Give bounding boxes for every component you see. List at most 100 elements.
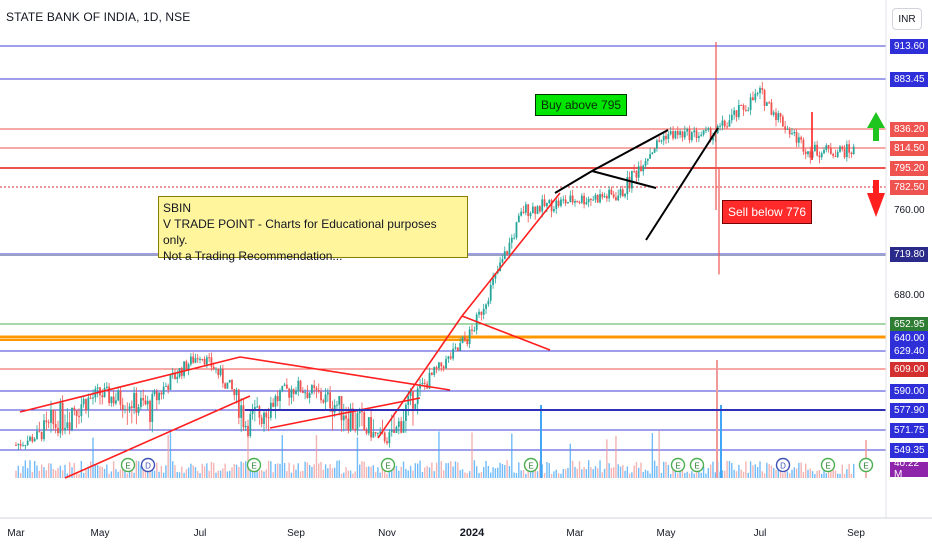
volume-bar xyxy=(258,470,261,478)
volume-bar xyxy=(233,464,235,478)
volume-bar xyxy=(50,463,52,478)
volume-bar xyxy=(442,470,445,478)
candle-body xyxy=(320,391,322,401)
volume-bar xyxy=(140,465,142,478)
volume-bar xyxy=(274,464,277,478)
candle-body xyxy=(92,397,94,399)
candle-body xyxy=(423,382,426,384)
candle-body xyxy=(295,391,297,394)
candle-body xyxy=(395,427,398,433)
candle-body xyxy=(440,362,443,367)
candle-body xyxy=(210,357,213,367)
event-marker xyxy=(380,457,396,473)
candle-body xyxy=(557,200,560,206)
volume-bar xyxy=(374,472,377,478)
event-marker-label: E xyxy=(694,462,699,471)
candle-body xyxy=(112,396,115,404)
candle-body xyxy=(290,389,293,398)
candle-body xyxy=(624,193,626,197)
volume-bar xyxy=(667,464,670,478)
candle-body xyxy=(190,356,192,365)
candle-body xyxy=(75,409,78,416)
volume-bar xyxy=(82,472,85,478)
candle-body xyxy=(347,418,350,431)
candle-body xyxy=(251,409,254,414)
time-axis-label: Mar xyxy=(566,528,584,539)
volume-bar xyxy=(677,473,679,478)
volume-bar xyxy=(784,471,786,478)
candle-body xyxy=(285,384,288,389)
candle-body xyxy=(430,372,433,375)
volume-bar xyxy=(672,464,674,478)
candle-body xyxy=(40,431,43,440)
volume-bar xyxy=(578,461,581,478)
price-axis-label: 577.90 xyxy=(890,402,928,418)
volume-bar xyxy=(601,472,603,478)
volume-bar xyxy=(414,463,417,478)
candle-body xyxy=(489,284,492,301)
event-marker xyxy=(775,457,791,473)
candle-body xyxy=(235,389,238,396)
candle-body xyxy=(96,387,99,389)
candle-body xyxy=(105,386,108,388)
volume-bar xyxy=(52,468,55,478)
volume-bar xyxy=(343,472,345,478)
candle-body xyxy=(151,394,154,422)
candle-body xyxy=(322,400,325,403)
volume-bar xyxy=(356,437,359,478)
candle-body xyxy=(276,396,279,402)
candle-body xyxy=(45,420,48,423)
candle-body xyxy=(705,129,707,131)
candle-body xyxy=(338,396,341,405)
volume-bar xyxy=(381,462,384,478)
volume-bar xyxy=(724,470,726,478)
volume-bar xyxy=(506,460,508,478)
candle-body xyxy=(416,388,419,404)
candle-body xyxy=(707,128,710,130)
volume-bar xyxy=(464,472,466,478)
volume-bar xyxy=(31,471,34,478)
candle-body xyxy=(543,199,546,207)
volume-bar xyxy=(311,466,313,478)
candle-body xyxy=(809,151,812,158)
candle-body xyxy=(110,396,113,404)
currency-button[interactable]: INR xyxy=(892,8,922,30)
trend-line xyxy=(461,192,561,317)
volume-bar xyxy=(527,466,529,478)
volume-bar xyxy=(567,467,569,478)
candle-body xyxy=(231,379,233,390)
candle-body xyxy=(400,421,403,433)
candle-body xyxy=(374,432,377,434)
volume-bar xyxy=(338,460,340,478)
candle-body xyxy=(690,132,693,141)
volume-bar xyxy=(288,462,290,478)
volume-bar xyxy=(759,461,761,478)
candle-body xyxy=(832,153,835,156)
candle-body xyxy=(788,128,791,135)
candle-body xyxy=(524,204,527,213)
volume-bar xyxy=(115,469,117,478)
candle-body xyxy=(779,113,782,117)
volume-bar xyxy=(809,468,811,478)
volume-bar xyxy=(731,463,733,478)
candle-body xyxy=(87,397,90,411)
candle-body xyxy=(513,237,516,239)
candle-body xyxy=(59,402,62,434)
candle-body xyxy=(64,428,66,431)
volume-bar xyxy=(137,461,140,478)
candle-body xyxy=(562,199,565,201)
volume-bar xyxy=(245,461,247,478)
volume-bar xyxy=(15,470,17,478)
volume-bar xyxy=(700,472,702,478)
volume-bar xyxy=(71,467,73,478)
candle-body xyxy=(473,330,476,332)
candle-body xyxy=(827,145,830,149)
candle-body xyxy=(43,420,45,440)
volume-bar xyxy=(684,472,686,478)
candle-body xyxy=(203,358,206,365)
volume-bar xyxy=(29,460,31,478)
volume-bar xyxy=(749,461,752,478)
candle-body xyxy=(508,242,511,255)
candle-body xyxy=(548,200,551,204)
